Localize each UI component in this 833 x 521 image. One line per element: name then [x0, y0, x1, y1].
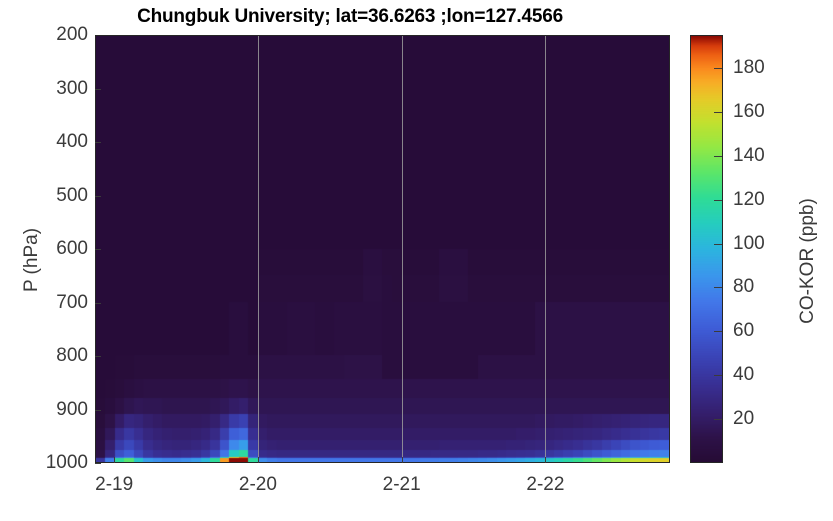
colorbar-canvas: [691, 36, 722, 462]
y-tick-label: 1000: [45, 452, 88, 473]
x-tick-label: 2-22: [526, 474, 565, 495]
x-tick-label: 2-21: [382, 474, 421, 495]
x-tick-label: 2-20: [238, 474, 277, 495]
colorbar-tick-mark: [714, 67, 722, 69]
x-tick-mark: [401, 457, 403, 463]
colorbar-tick-mark: [714, 375, 722, 377]
colorbar-tick-mark: [714, 199, 722, 201]
heatmap-plot-area: [95, 35, 670, 463]
y-tick-label: 500: [56, 184, 88, 206]
colorbar-tick-mark: [714, 331, 722, 333]
y-tick-mark: [95, 195, 101, 197]
y-tick-mark: [95, 409, 101, 411]
colorbar-label: CO-KOR (ppb): [797, 198, 818, 324]
x-tick-label: 2-19: [95, 474, 134, 495]
y-tick-label: 300: [56, 77, 88, 99]
y-tick-label: 400: [56, 131, 88, 152]
y-tick-mark: [95, 302, 101, 304]
colorbar-tick-label: 140: [733, 144, 765, 166]
y-tick-mark: [95, 142, 101, 143]
colorbar-tick-mark: [714, 243, 722, 245]
y-tick-mark: [95, 356, 101, 357]
colorbar-tick-label: 160: [733, 100, 765, 122]
colorbar-tick-label: 120: [733, 188, 765, 210]
x-tick-mark: [257, 457, 259, 463]
colorbar-tick-label: 100: [733, 232, 765, 254]
colorbar-tick-mark: [714, 111, 722, 113]
y-tick-label: 800: [56, 345, 88, 366]
colorbar-tick-mark: [714, 155, 722, 157]
y-tick-label: 900: [56, 398, 88, 420]
colorbar-tick-label: 80: [733, 276, 755, 298]
colorbar-tick-mark: [714, 287, 722, 289]
x-tick-mark: [545, 457, 547, 463]
y-tick-label: 600: [56, 238, 88, 259]
colorbar-tick-mark: [714, 419, 722, 421]
colorbar-tick-label: 20: [733, 408, 755, 430]
colorbar: [690, 35, 723, 463]
colorbar-tick-label: 180: [733, 56, 765, 78]
x-tick-mark: [114, 457, 116, 463]
y-tick-label: 200: [56, 24, 88, 45]
y-tick-mark: [95, 88, 101, 90]
page-title: Chungbuk University; lat=36.6263 ;lon=12…: [137, 6, 563, 27]
colorbar-tick-label: 60: [733, 320, 755, 342]
y-tick-label: 700: [56, 291, 88, 313]
heatmap-canvas: [96, 36, 669, 462]
y-tick-mark: [95, 249, 101, 250]
colorbar-tick-label: 40: [733, 364, 755, 386]
y-tick-mark: [95, 463, 101, 464]
